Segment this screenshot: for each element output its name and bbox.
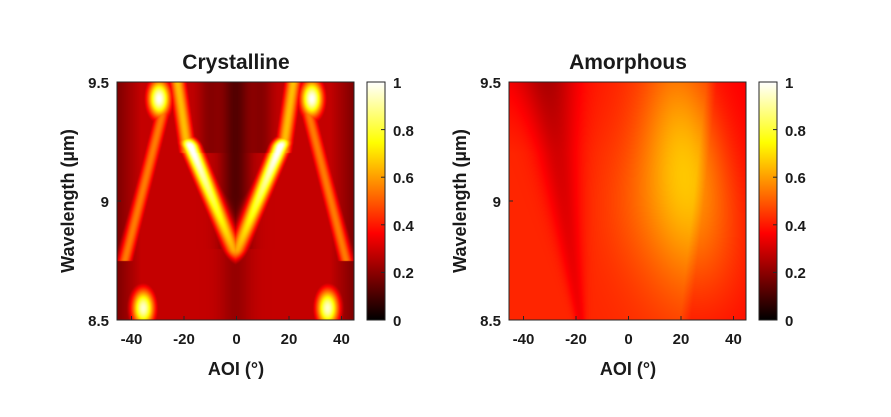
- panel-crystalline: Crystalline -40 -20 0 20 40 8.5 9 9.5 AO…: [58, 51, 415, 379]
- y-ticks: 8.5 9 9.5: [88, 75, 121, 330]
- x-tick-label: -40: [121, 331, 143, 348]
- x-tick-label: 0: [624, 331, 632, 348]
- colorbar-gradient: [366, 81, 386, 321]
- colorbar-tick-label: 0.6: [393, 170, 414, 187]
- chart-title: Crystalline: [182, 51, 289, 74]
- colorbar-tick-label: 1: [393, 75, 401, 92]
- y-axis-label: Wavelength (µm): [450, 129, 470, 273]
- y-tick-label: 9.5: [88, 75, 109, 92]
- colorbar-tick-label: 0.2: [393, 265, 414, 282]
- colorbar-tick-label: 0.6: [785, 170, 806, 187]
- x-tick-label: 20: [281, 331, 298, 348]
- x-ticks: -40 -20 0 20 40: [513, 316, 742, 348]
- y-tick-label: 9.5: [480, 75, 501, 92]
- colorbar: 0 0.2 0.4 0.6 0.8 1: [366, 75, 415, 330]
- colorbar-tick-label: 1: [785, 75, 793, 92]
- y-tick-label: 9: [493, 194, 501, 211]
- panel-amorphous: Amorphous -40 -20 0 20 40 8.5 9 9.5 AOI …: [450, 51, 807, 379]
- x-tick-label: 40: [333, 331, 350, 348]
- x-axis-label: AOI (°): [208, 359, 264, 379]
- x-tick-label: 20: [673, 331, 690, 348]
- x-axis-label: AOI (°): [600, 359, 656, 379]
- colorbar-gradient: [758, 81, 778, 321]
- y-axis-label: Wavelength (µm): [58, 129, 78, 273]
- colorbar-tick-label: 0: [785, 313, 793, 330]
- y-ticks: 8.5 9 9.5: [480, 75, 513, 330]
- y-tick-label: 8.5: [480, 313, 501, 330]
- x-ticks: -40 -20 0 20 40: [121, 316, 350, 348]
- x-tick-label: -40: [513, 331, 535, 348]
- x-tick-label: -20: [565, 331, 587, 348]
- y-tick-label: 9: [101, 194, 109, 211]
- colorbar-tick-label: 0.4: [393, 218, 415, 235]
- colorbar-tick-label: 0: [393, 313, 401, 330]
- colorbar-tick-label: 0.2: [785, 265, 806, 282]
- chart-title: Amorphous: [569, 51, 687, 74]
- x-tick-label: 0: [232, 331, 240, 348]
- colorbar-tick-label: 0.8: [393, 123, 414, 140]
- x-tick-label: -20: [173, 331, 195, 348]
- colorbar-tick-label: 0.4: [785, 218, 807, 235]
- heatmap-image: [117, 82, 354, 320]
- y-tick-label: 8.5: [88, 313, 109, 330]
- colorbar: 0 0.2 0.4 0.6 0.8 1: [758, 75, 807, 330]
- heatmap-image: [509, 82, 746, 320]
- colorbar-tick-label: 0.8: [785, 123, 806, 140]
- x-tick-label: 40: [725, 331, 742, 348]
